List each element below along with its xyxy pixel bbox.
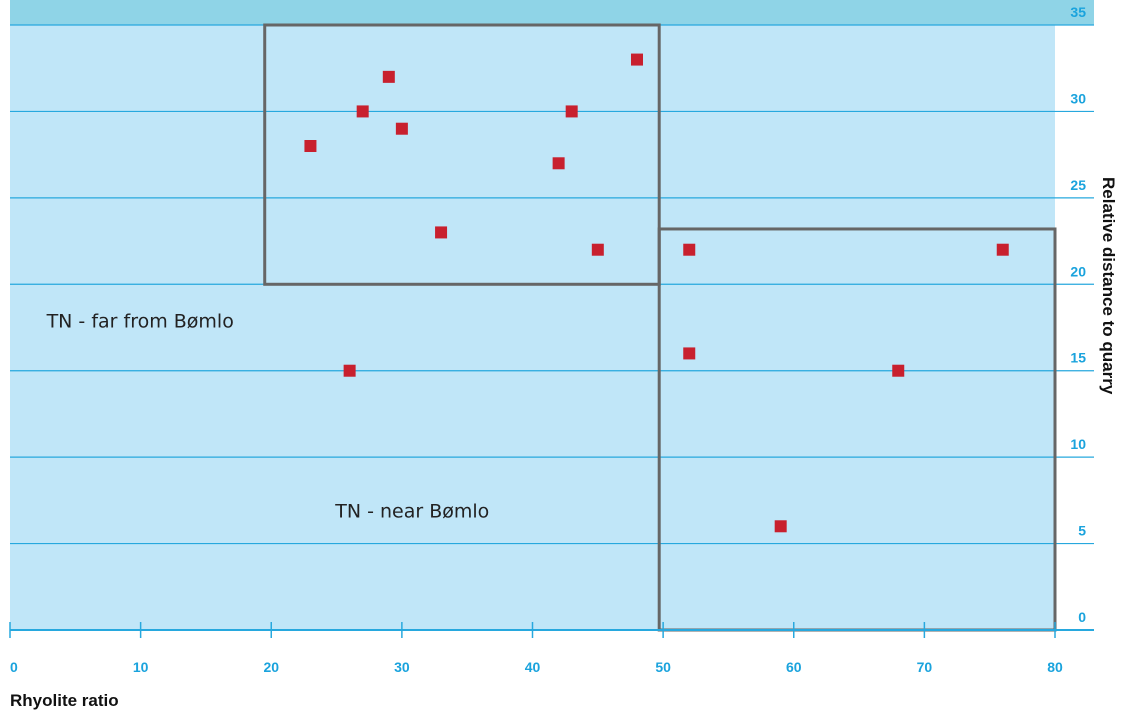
y-tick-label: 10	[1070, 436, 1086, 452]
data-point	[382, 70, 395, 83]
data-point	[631, 53, 643, 66]
data-point	[591, 243, 604, 256]
data-point	[435, 226, 448, 239]
data-point	[304, 140, 317, 152]
data-point	[356, 105, 369, 118]
y-tick-label: 25	[1070, 177, 1086, 193]
y-tick-label: 35	[1070, 4, 1086, 20]
y-tick-label: 20	[1070, 263, 1086, 279]
x-tick-label: 30	[394, 659, 410, 675]
top-band	[10, 0, 1094, 25]
x-tick-label: 70	[917, 659, 933, 675]
x-tick-label: 20	[263, 659, 279, 675]
y-axis: 0 5 10 15 20 25 30 35	[1070, 4, 1086, 625]
y-axis-title: Relative distance to quarry	[1099, 177, 1118, 395]
data-point	[683, 347, 696, 360]
data-point	[683, 243, 696, 256]
x-axis-title: Rhyolite ratio	[10, 691, 119, 710]
data-point	[774, 520, 787, 533]
x-axis: 0 10 20 30 40 50 60 70 80	[9, 622, 1094, 675]
x-tick-label: 50	[655, 659, 671, 675]
data-point	[395, 122, 408, 135]
x-tick-label: 0	[10, 659, 18, 675]
annotations: TN - far from Bømlo TN - near Bømlo	[46, 311, 490, 523]
x-tick-label: 60	[786, 659, 802, 675]
data-points	[304, 53, 1009, 533]
x-tick-label: 40	[525, 659, 541, 675]
y-tick-label: 30	[1070, 90, 1086, 106]
y-tick-label: 15	[1070, 350, 1086, 366]
data-point	[996, 243, 1009, 256]
data-point	[552, 157, 565, 170]
gridlines	[10, 24, 1094, 545]
annotation-label: TN - far from Bømlo	[46, 311, 234, 333]
x-tick-label: 80	[1047, 659, 1063, 675]
data-point	[565, 105, 578, 118]
data-point	[892, 364, 905, 377]
y-tick-label: 5	[1078, 523, 1086, 539]
region-box-1	[263, 23, 661, 286]
data-point	[343, 364, 356, 377]
x-tick-label: 10	[133, 659, 149, 675]
plot-background	[10, 25, 1055, 630]
y-tick-label: 0	[1078, 609, 1086, 625]
annotation-label: TN - near Bømlo	[334, 501, 489, 523]
